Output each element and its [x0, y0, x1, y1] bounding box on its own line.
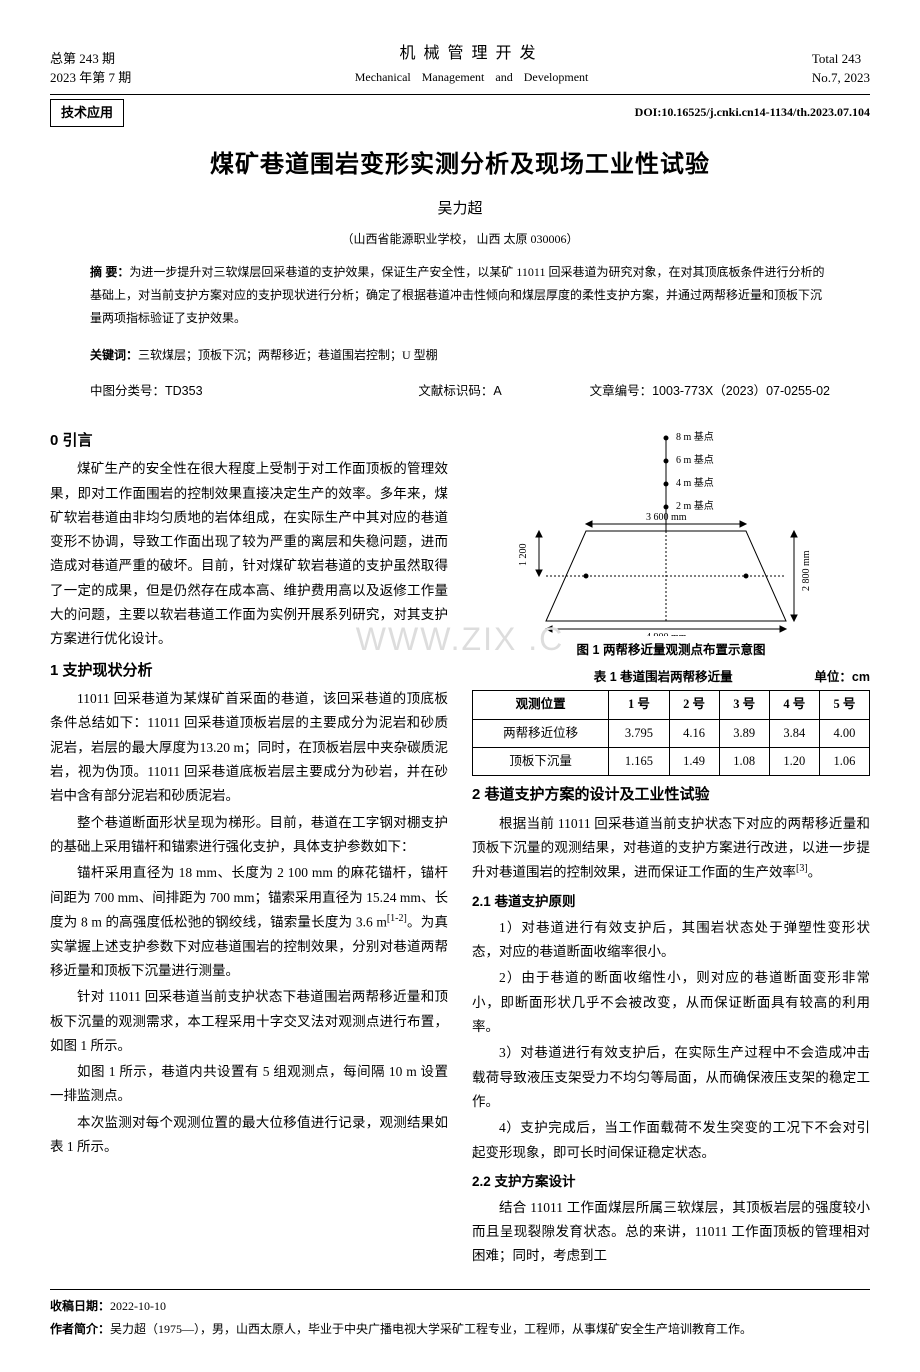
table-1: 观测位置 1 号 2 号 3 号 4 号 5 号 两帮移近位移 3.795 4.… [472, 690, 870, 776]
year-issue: 2023 年第 7 期 [50, 68, 131, 88]
doi-text: DOI:10.16525/j.cnki.cn14-1134/th.2023.07… [635, 102, 870, 122]
sec1-head: 1 支护现状分析 [50, 658, 448, 684]
sec21-head: 2.1 巷道支护原则 [472, 891, 870, 914]
th: 2 号 [669, 691, 719, 719]
figure-1-svg: 8 m 基点 6 m 基点 4 m 基点 2 m 基点 3 600 mm 4 9… [491, 426, 851, 636]
keywords: 关键词：三软煤层；顶板下沉；两帮移近；巷道围岩控制；U 型棚 [90, 344, 830, 367]
sec21-p3: 3）对巷道进行有效支护后，在实际生产过程中不会造成冲击载荷导致液压支架受力不均匀… [472, 1041, 870, 1114]
td: 3.89 [719, 719, 769, 747]
doc-code: 文献标识码：A [337, 381, 584, 402]
sec1-p4: 针对 11011 回采巷道当前支护状态下巷道围岩两帮移近量和顶板下沉量的观测需求… [50, 985, 448, 1058]
fig-label-6m: 6 m 基点 [676, 453, 714, 466]
sec21-p1: 1）对巷道进行有效支护后，其围岩状态处于弹塑性变形状态，对应的巷道断面收缩率很小… [472, 916, 870, 965]
sec1-p3: 锚杆采用直径为 18 mm、长度为 2 100 mm 的麻花锚杆，锚杆间距为 7… [50, 861, 448, 983]
left-column: 0 引言 煤矿生产的安全性在很大程度上受制于对工作面顶板的管理效果，即对工作面围… [50, 422, 448, 1271]
td: 4.16 [669, 719, 719, 747]
td: 1.08 [719, 747, 769, 775]
fig1-caption: 图 1 两帮移近量观测点布置示意图 [472, 640, 870, 661]
table-row: 两帮移近位移 3.795 4.16 3.89 3.84 4.00 [473, 719, 870, 747]
table-row: 顶板下沉量 1.165 1.49 1.08 1.20 1.06 [473, 747, 870, 775]
abstract-text: 为进一步提升对三软煤层回采巷道的支护效果，保证生产安全性，以某矿 11011 回… [90, 265, 824, 325]
fig-dim-bottom: 4 900 mm [646, 632, 687, 636]
th: 1 号 [609, 691, 669, 719]
journal-title-en: Mechanical Management and Development [131, 67, 812, 87]
recv-label: 收稿日期： [50, 1299, 110, 1313]
keywords-label: 关键词： [90, 348, 138, 362]
article-no: 文章编号：1003-773X（2023）07-0255-02 [583, 381, 830, 402]
author-bio: 作者简介：吴力超（1975—），男，山西太原人，毕业于中央广播电视大学采矿工程专… [50, 1319, 870, 1339]
table1-caption: 表 1 巷道围岩两帮移近量 [472, 667, 814, 688]
header-right: Total 243 No.7, 2023 [812, 49, 870, 88]
sec1-p2: 整个巷道断面形状呈现为梯形。目前，巷道在工字钢对棚支护的基础上采用锚杆和锚索进行… [50, 811, 448, 860]
citation-3: [3] [796, 863, 808, 874]
header-center: 机械管理开发 Mechanical Management and Develop… [131, 40, 812, 88]
sec21-p2: 2）由于巷道的断面收缩性小，则对应的巷道断面变形非常小，即断面形状几乎不会被改变… [472, 966, 870, 1039]
td: 两帮移近位移 [473, 719, 609, 747]
fig-label-2m: 2 m 基点 [676, 499, 714, 512]
th: 4 号 [769, 691, 819, 719]
fig-dim-left: 1 200 [518, 543, 529, 566]
td: 1.165 [609, 747, 669, 775]
abstract: 摘 要：为进一步提升对三软煤层回采巷道的支护效果，保证生产安全性，以某矿 110… [90, 261, 830, 329]
issue-total: 总第 243 期 [50, 49, 131, 69]
affiliation: （山西省能源职业学校， 山西 太原 030006） [50, 229, 870, 249]
classification-row: 中图分类号：TD353 文献标识码：A 文章编号：1003-773X（2023）… [90, 381, 830, 402]
th: 5 号 [819, 691, 869, 719]
td: 3.795 [609, 719, 669, 747]
tag-row: 技术应用 DOI:10.16525/j.cnki.cn14-1134/th.20… [50, 99, 870, 127]
td: 1.06 [819, 747, 869, 775]
category-tag: 技术应用 [50, 99, 124, 127]
right-column: 8 m 基点 6 m 基点 4 m 基点 2 m 基点 3 600 mm 4 9… [472, 422, 870, 1271]
fig-label-8m: 8 m 基点 [676, 430, 714, 443]
sec1-p5: 如图 1 所示，巷道内共设置有 5 组观测点，每间隔 10 m 设置一排监测点。 [50, 1060, 448, 1109]
received-date: 收稿日期：2022-10-10 [50, 1296, 870, 1316]
sec1-p1: 11011 回采巷道为某煤矿首采面的巷道，该回采巷道的顶底板条件总结如下：110… [50, 687, 448, 808]
bio-value: 吴力超（1975—），男，山西太原人，毕业于中央广播电视大学采矿工程专业，工程师… [110, 1322, 752, 1336]
author: 吴力超 [50, 197, 870, 223]
journal-title-cn: 机械管理开发 [131, 40, 812, 67]
sec0-p1: 煤矿生产的安全性在很大程度上受制于对工作面顶板的管理效果，即对工作面围岩的控制效… [50, 457, 448, 651]
td: 4.00 [819, 719, 869, 747]
table1-unit: 单位：cm [814, 667, 870, 688]
td: 1.49 [669, 747, 719, 775]
recv-value: 2022-10-10 [110, 1299, 166, 1313]
citation-1-2: [1-2] [387, 913, 407, 924]
td: 顶板下沉量 [473, 747, 609, 775]
sec2-p1: 根据当前 11011 回采巷道当前支护状态下对应的两帮移近量和顶板下沉量的观测结… [472, 812, 870, 885]
page-header: 总第 243 期 2023 年第 7 期 机械管理开发 Mechanical M… [50, 40, 870, 95]
bio-label: 作者简介： [50, 1322, 110, 1336]
no-right: No.7, 2023 [812, 68, 870, 88]
sec1-p6: 本次监测对每个观测位置的最大位移值进行记录，观测结果如表 1 所示。 [50, 1111, 448, 1160]
figure-1: 8 m 基点 6 m 基点 4 m 基点 2 m 基点 3 600 mm 4 9… [472, 426, 870, 661]
sec2-head: 2 巷道支护方案的设计及工业性试验 [472, 782, 870, 808]
table1-caption-row: 表 1 巷道围岩两帮移近量 单位：cm [472, 667, 870, 688]
td: 1.20 [769, 747, 819, 775]
main-columns: 0 引言 煤矿生产的安全性在很大程度上受制于对工作面顶板的管理效果，即对工作面围… [50, 422, 870, 1271]
header-left: 总第 243 期 2023 年第 7 期 [50, 49, 131, 88]
fig-dim-right: 2 800 mm [801, 550, 812, 591]
sec0-head: 0 引言 [50, 428, 448, 454]
sec22-head: 2.2 支护方案设计 [472, 1171, 870, 1194]
th: 3 号 [719, 691, 769, 719]
total-right: Total 243 [812, 49, 870, 69]
keywords-text: 三软煤层；顶板下沉；两帮移近；巷道围岩控制；U 型棚 [138, 348, 438, 362]
sec21-p4: 4）支护完成后，当工作面载荷不发生突变的工况下不会对引起变形现象，即可长时间保证… [472, 1116, 870, 1165]
table-row: 观测位置 1 号 2 号 3 号 4 号 5 号 [473, 691, 870, 719]
td: 3.84 [769, 719, 819, 747]
article-title: 煤矿巷道围岩变形实测分析及现场工业性试验 [50, 145, 870, 186]
abstract-label: 摘 要： [90, 265, 129, 279]
th: 观测位置 [473, 691, 609, 719]
fig-label-4m: 4 m 基点 [676, 476, 714, 489]
clc: 中图分类号：TD353 [90, 381, 337, 402]
fig-dim-top: 3 600 mm [646, 512, 687, 523]
sec22-p1: 结合 11011 工作面煤层所属三软煤层，其顶板岩层的强度较小而且呈现裂隙发育状… [472, 1196, 870, 1269]
page-footer: 收稿日期：2022-10-10 作者简介：吴力超（1975—），男，山西太原人，… [50, 1289, 870, 1340]
